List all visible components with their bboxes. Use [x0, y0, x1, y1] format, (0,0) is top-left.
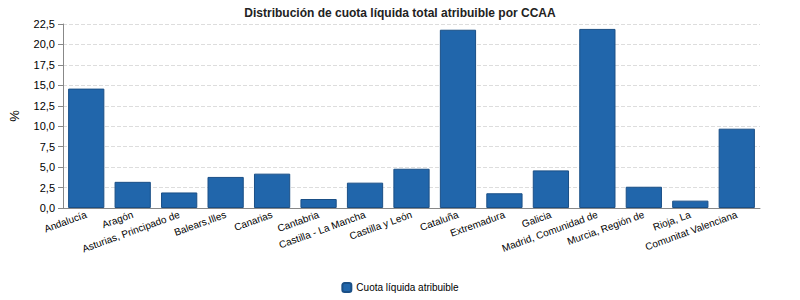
svg-text:17,5: 17,5	[34, 59, 55, 71]
svg-text:Distribución de cuota líquida: Distribución de cuota líquida total atri…	[244, 6, 556, 20]
svg-text:Madrid, Comunidad de: Madrid, Comunidad de	[500, 208, 600, 254]
svg-text:Rioja, La: Rioja, La	[651, 208, 693, 233]
svg-text:%: %	[7, 110, 22, 122]
svg-text:0,0: 0,0	[40, 202, 55, 214]
svg-text:15,0: 15,0	[34, 79, 55, 91]
svg-text:Extremadura: Extremadura	[449, 209, 507, 239]
svg-text:Cantabria: Cantabria	[275, 208, 321, 234]
svg-text:10,0: 10,0	[34, 120, 55, 132]
svg-text:Aragón: Aragón	[100, 208, 135, 231]
svg-text:2,5: 2,5	[40, 182, 55, 194]
svg-text:Castilla - La Mancha: Castilla - La Mancha	[277, 208, 367, 251]
svg-text:Murcia, Región de: Murcia, Región de	[566, 209, 646, 247]
svg-text:Castilla y León: Castilla y León	[348, 209, 413, 242]
svg-text:Balears,Illes: Balears,Illes	[173, 209, 228, 238]
svg-text:Andalucía: Andalucía	[43, 209, 89, 235]
svg-text:Comunitat Valenciana: Comunitat Valenciana	[644, 209, 739, 253]
svg-text:Asturias, Principado de: Asturias, Principado de	[81, 209, 182, 255]
svg-text:20,0: 20,0	[34, 38, 55, 50]
svg-text:7,5: 7,5	[40, 141, 55, 153]
svg-text:Cataluña: Cataluña	[418, 208, 460, 233]
svg-text:Galicia: Galicia	[520, 208, 553, 230]
svg-text:22,5: 22,5	[34, 18, 55, 30]
svg-text:Canarias: Canarias	[233, 209, 274, 233]
svg-text:Cuota líquida atribuible: Cuota líquida atribuible	[356, 282, 459, 293]
svg-text:12,5: 12,5	[34, 100, 55, 112]
svg-text:5,0: 5,0	[40, 161, 55, 173]
